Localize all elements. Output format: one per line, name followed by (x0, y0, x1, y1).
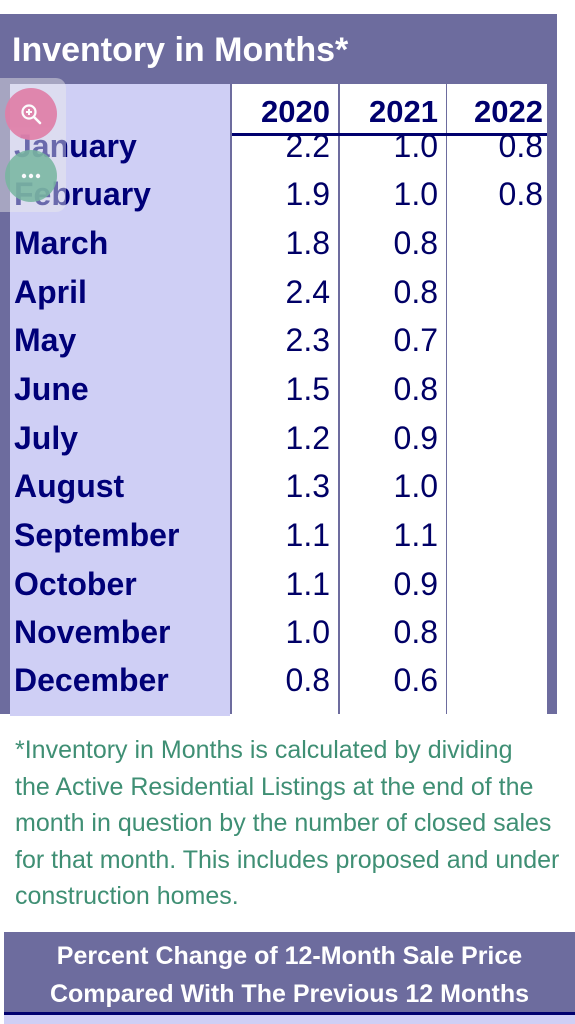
inventory-table: Inventory in Months* 2020 2021 2022 Janu… (0, 14, 557, 716)
month-label: August (14, 468, 125, 504)
value-2021: 0.8 (393, 371, 438, 407)
column-header-2020: 2020 (261, 94, 330, 129)
value-2020: 0.8 (285, 662, 330, 698)
zoom-in-icon (21, 104, 42, 125)
table-row: November 1.0 0.8 (0, 608, 557, 656)
month-label: July (14, 420, 79, 456)
header-divider (232, 133, 547, 136)
table-row: September 1.1 1.1 (0, 511, 557, 559)
value-2022: 0.8 (498, 176, 543, 212)
value-2022 (447, 219, 543, 267)
year-column-2021 (340, 84, 446, 716)
value-2022 (447, 414, 543, 462)
table-row: May 2.3 0.7 (0, 316, 557, 364)
table-row: June 1.5 0.8 (0, 365, 557, 413)
value-2022 (447, 656, 543, 704)
table-row: January 2.2 1.0 0.8 (0, 122, 557, 170)
footnote-line: the Active Residential Listings at the e… (15, 772, 534, 801)
table-row: October 1.1 0.9 (0, 560, 557, 608)
value-2021: 0.8 (393, 274, 438, 310)
value-2020: 1.2 (285, 420, 330, 456)
footnote-line: month in question by the number of close… (15, 809, 552, 837)
value-2020: 1.1 (285, 566, 330, 602)
table-row: July 1.2 0.9 (0, 414, 557, 462)
value-2022: 0.8 (498, 128, 543, 164)
value-2022 (447, 462, 543, 510)
more-options-button[interactable] (5, 150, 57, 202)
footnote-line: *Inventory in Months is calculated by di… (15, 736, 513, 764)
banner-title-line-1: Percent Change of 12-Month Sale Price (56, 942, 523, 970)
column-header-2021: 2021 (369, 94, 438, 129)
month-label: April (14, 274, 87, 310)
value-2020: 1.8 (285, 225, 330, 261)
value-2021: 1.1 (393, 517, 438, 553)
value-2022 (447, 268, 543, 316)
year-column-2020 (232, 84, 338, 716)
month-label: November (14, 614, 171, 650)
table-row: February 1.9 1.0 0.8 (0, 170, 557, 218)
month-label: December (14, 662, 169, 698)
value-2021: 0.9 (393, 420, 438, 456)
month-label: June (14, 371, 89, 407)
value-2022 (447, 608, 543, 656)
value-2022 (447, 560, 543, 608)
value-2020: 1.9 (285, 176, 330, 212)
value-2022 (447, 365, 543, 413)
month-label: September (14, 517, 180, 553)
month-label: May (14, 322, 77, 358)
footnote: *Inventory in Months is calculated by di… (15, 732, 571, 915)
value-2020: 2.4 (285, 274, 330, 310)
value-2020: 2.3 (285, 322, 330, 358)
banner-strip (4, 1015, 575, 1024)
value-2022 (447, 511, 543, 559)
more-options-icon (21, 173, 41, 179)
month-label: March (14, 225, 109, 261)
value-2020: 1.5 (285, 371, 330, 407)
zoom-button[interactable] (5, 88, 57, 140)
value-2021: 1.0 (393, 176, 438, 212)
value-2021: 1.0 (393, 128, 438, 164)
value-2020: 1.0 (285, 614, 330, 650)
value-2021: 0.8 (393, 614, 438, 650)
value-2021: 0.7 (393, 322, 438, 358)
table-row: March 1.8 0.8 (0, 219, 557, 267)
value-2021: 0.6 (393, 662, 438, 698)
banner-divider (4, 1012, 575, 1015)
month-label: October (14, 566, 137, 602)
value-2021: 0.9 (393, 566, 438, 602)
value-2022 (447, 316, 543, 364)
table-title: Inventory in Months* (12, 31, 349, 69)
year-column-2022 (447, 84, 547, 716)
banner-title-line-2: Compared With The Previous 12 Months (49, 980, 529, 1008)
column-header-2022: 2022 (474, 94, 543, 129)
value-2021: 0.8 (393, 225, 438, 261)
value-2021: 1.0 (393, 468, 438, 504)
table-row: April 2.4 0.8 (0, 268, 557, 316)
value-2020: 1.1 (285, 517, 330, 553)
footnote-line: for that month. This includes proposed a… (15, 845, 560, 874)
footnote-line: construction homes. (15, 882, 239, 910)
section-banner: Percent Change of 12-Month Sale Price Co… (4, 932, 575, 1024)
value-2020: 1.3 (285, 468, 330, 504)
table-row: December 0.8 0.6 (0, 656, 557, 704)
value-2020: 2.2 (285, 128, 330, 164)
table-row: August 1.3 1.0 (0, 462, 557, 510)
